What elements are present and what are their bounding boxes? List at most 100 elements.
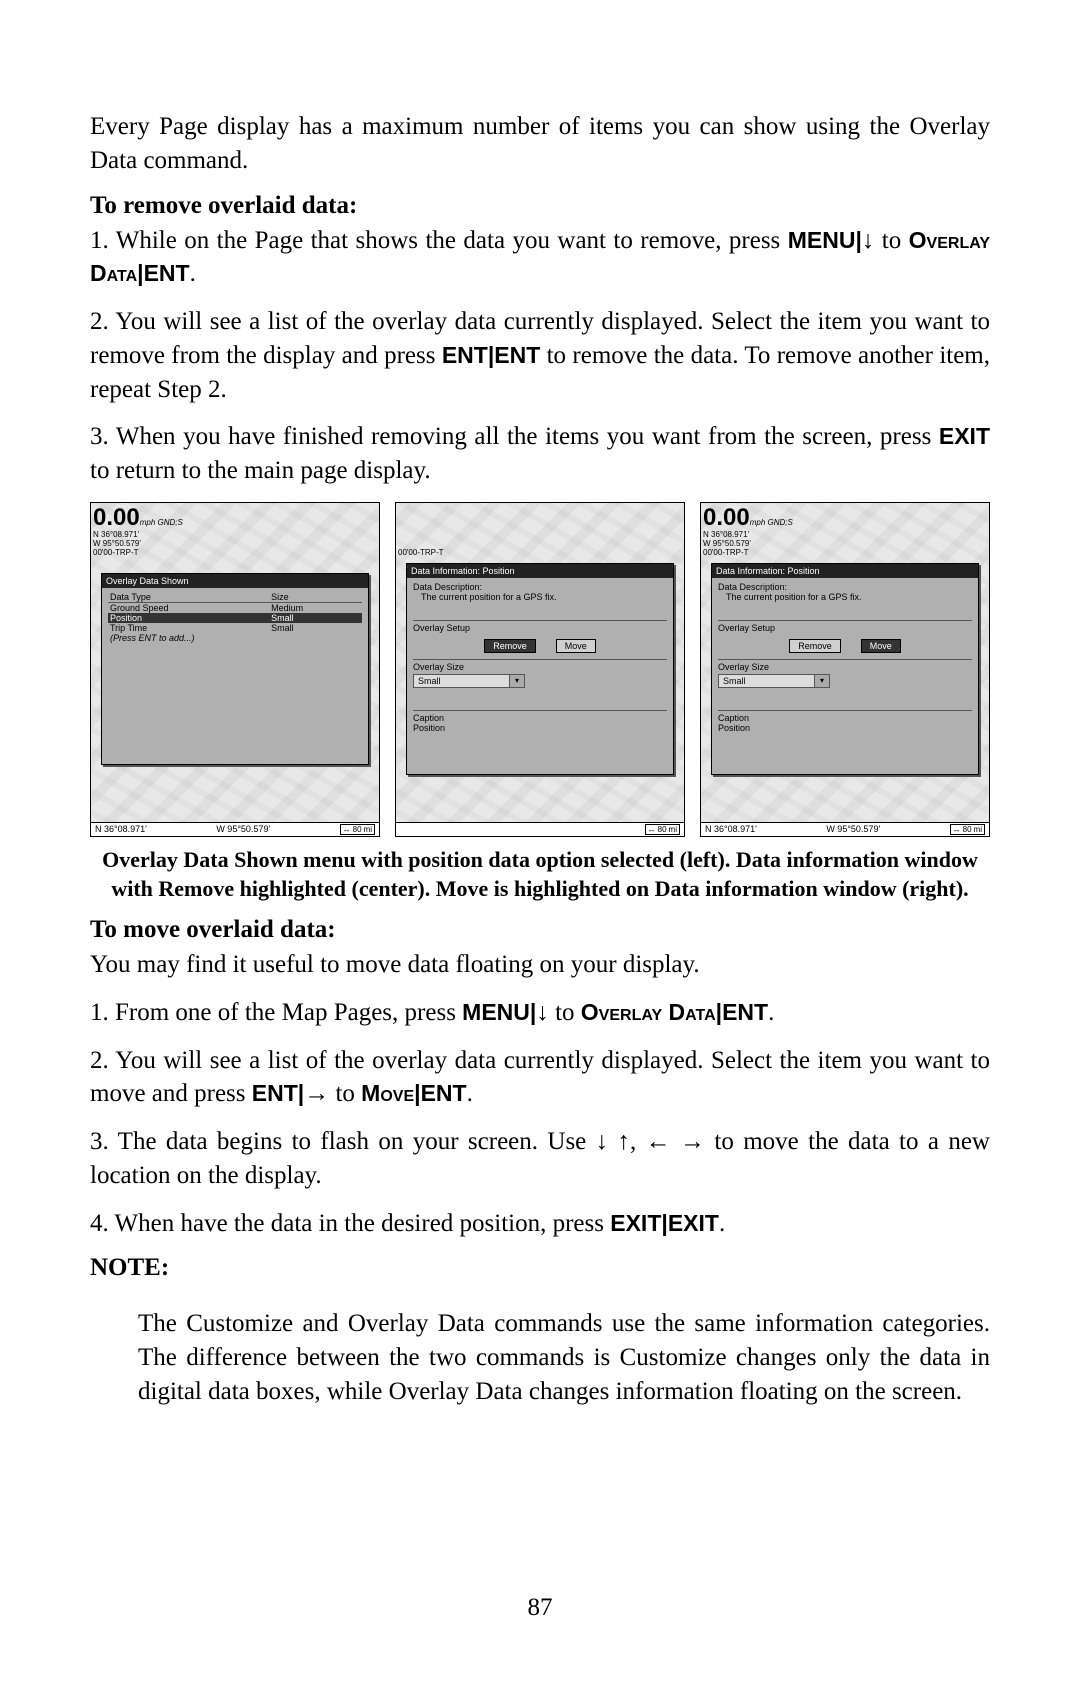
lon-value: W 95°50.579' [703,539,751,548]
heading-remove: To remove overlaid data: [90,192,990,220]
move-step-1: 1. From one of the Map Pages, press MENU… [90,996,990,1030]
panel-body: Data Type Size Ground Speed Medium Posit… [102,588,368,647]
overlay-topbar: 0.00mph GND;S N 36°08.971' W 95°50.579' … [703,505,987,558]
key-overlay-data: Overlay Data [581,999,716,1025]
text: 3. When you have finished removing all t… [90,423,939,450]
scale-box: ↔ 80 mi [645,824,680,835]
table-row-hint[interactable]: (Press ENT to add...) [108,633,362,643]
intro-paragraph: Every Page display has a maximum number … [90,110,990,178]
caption-label: Caption [718,710,972,723]
move-step-3: 3. The data begins to flash on your scre… [90,1125,990,1193]
text: to [335,1080,361,1107]
size-dropdown[interactable]: Small ▾ [718,674,830,688]
arrow-down-icon: ↓ [862,227,875,254]
arrow-up-icon: ↑ [618,1128,631,1155]
size-dropdown[interactable]: Small ▾ [413,674,525,688]
key-exit: EXIT [668,1210,719,1236]
scale-unit: mi [364,825,372,834]
arrow-down-icon: ↓ [536,999,549,1026]
row-size: Small [269,623,362,633]
move-step-2: 2. You will see a list of the overlay da… [90,1044,990,1112]
remove-button[interactable]: Remove [484,639,536,653]
screenshot-center: 00'00-TRP-T Data Information: Position D… [395,502,685,837]
lon-value: W 95°50.579' [93,539,141,548]
key-ent: ENT [722,999,768,1025]
col-type: Data Type [108,592,269,603]
lat-readout: N 36°08.971' [95,824,147,835]
page-number: 87 [0,1594,1080,1622]
remove-step-2: 2. You will see a list of the overlay da… [90,305,990,406]
key-menu: MENU [462,999,530,1025]
chevron-down-icon: ▾ [509,675,524,687]
desc-value: The current position for a GPS fix. [413,592,667,602]
heading-move: To move overlaid data: [90,916,990,944]
panel-body: Data Description: The current position f… [407,578,673,737]
status-bar: N 36°08.971' W 95°50.579' ↔ 80 mi [91,822,379,836]
screenshot-left: 0.00mph GND;S N 36°08.971' W 95°50.579' … [90,502,380,837]
desc-label: Data Description: [413,582,667,592]
lon-readout: W 95°50.579' [826,824,880,835]
key-ent: ENT [442,342,488,368]
button-row: Remove Move [718,639,972,653]
key-ent: ENT [421,1080,467,1106]
panel-title: Overlay Data Shown [102,574,368,588]
key-ent: ENT [144,260,190,286]
table-row-selected[interactable]: Position Small [108,613,362,623]
button-row: Remove Move [413,639,667,653]
scale-unit: mi [669,825,677,834]
move-button[interactable]: Move [861,639,901,653]
text: 4. When have the data in the desired pos… [90,1210,610,1237]
overlay-topbar: 00'00-TRP-T [398,549,682,558]
panel-title: Data Information: Position [407,564,673,578]
caption-value: Position [413,723,667,733]
row-size: Medium [269,602,362,613]
note-body: The Customize and Overlay Data commands … [138,1307,990,1408]
desc-label: Data Description: [718,582,972,592]
speed-unit: mph GND;S [750,518,793,527]
status-bar: ↔ 80 mi [396,822,684,836]
table-row[interactable]: Ground Speed Medium [108,602,362,613]
key-menu: MENU [788,227,856,253]
key-ent: ENT [494,342,540,368]
data-type-table: Data Type Size Ground Speed Medium Posit… [108,592,362,643]
trip-value: 00'00-TRP-T [398,548,444,557]
panel-title: Data Information: Position [712,564,978,578]
speed-value: 0.00 [703,504,750,531]
key-exit: EXIT [939,423,990,449]
col-size: Size [269,592,362,603]
scale-unit: mi [974,825,982,834]
remove-step-3: 3. When you have finished removing all t… [90,420,990,488]
text: 1. While on the Page that shows the data… [90,227,788,254]
row-type: Ground Speed [108,602,269,613]
remove-step-1: 1. While on the Page that shows the data… [90,224,990,292]
text: to return to the main page display. [90,457,431,484]
move-button[interactable]: Move [556,639,596,653]
text: to [555,999,581,1026]
arrow-right-icon: → [680,1128,705,1155]
scale-val: 80 [963,825,972,834]
row-type: Trip Time [108,623,269,633]
setup-label: Overlay Setup [718,620,972,633]
text: 3. The data begins to flash on your scre… [90,1128,596,1155]
table-row[interactable]: Trip Time Small [108,623,362,633]
key-exit: EXIT [610,1210,661,1236]
scale-box: ↔ 80 mi [340,824,375,835]
scale-val: 80 [658,825,667,834]
speed-value: 0.00 [93,504,140,531]
lon-readout: W 95°50.579' [216,824,270,835]
screenshot-row: 0.00mph GND;S N 36°08.971' W 95°50.579' … [90,502,990,837]
trip-value: 00'00-TRP-T [703,548,749,557]
overlay-data-shown-panel: Overlay Data Shown Data Type Size Ground… [101,573,369,765]
remove-button[interactable]: Remove [789,639,841,653]
lat-readout: N 36°08.971' [705,824,757,835]
scale-box: ↔ 80 mi [950,824,985,835]
move-step-4: 4. When have the data in the desired pos… [90,1207,990,1241]
hint-text: (Press ENT to add...) [108,633,362,643]
setup-label: Overlay Setup [413,620,667,633]
move-intro: You may find it useful to move data floa… [90,948,990,982]
caption-value: Position [718,723,972,733]
size-label: Overlay Size [413,659,667,672]
heading-note: NOTE: [90,1254,990,1282]
size-value: Small [414,675,509,687]
manual-page: Every Page display has a maximum number … [0,0,1080,1682]
